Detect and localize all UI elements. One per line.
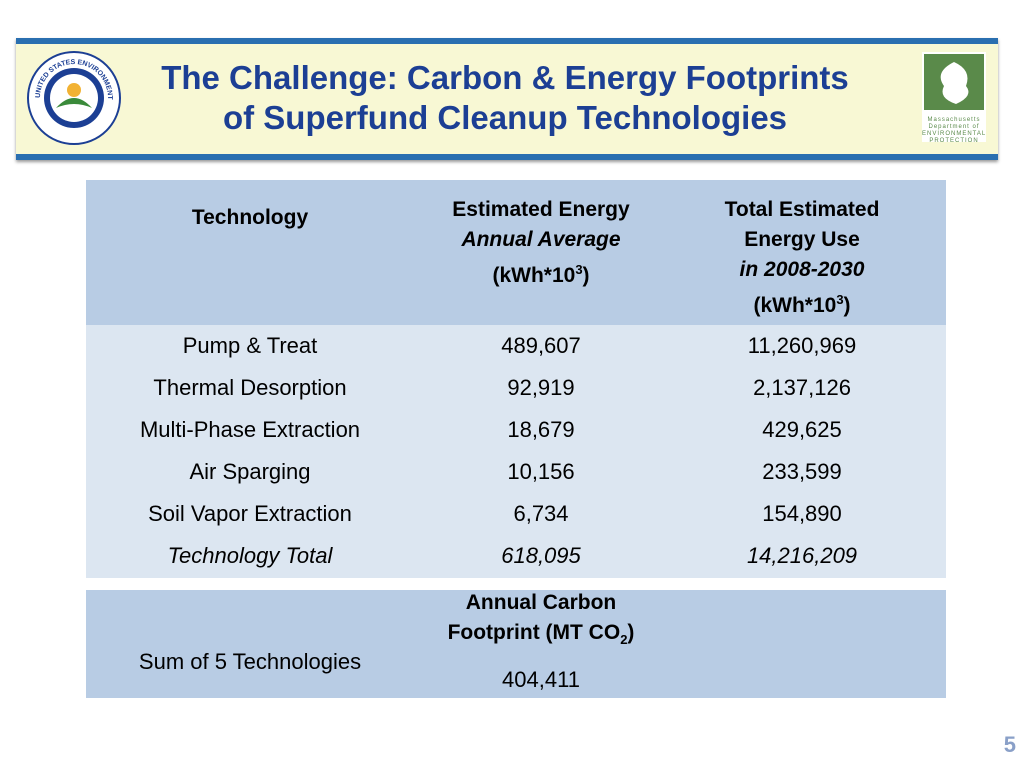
table-cell: 6,734 xyxy=(513,501,569,526)
table-header xyxy=(86,180,946,325)
unit: Footprint (MT CO xyxy=(447,621,621,644)
table-cell: Soil Vapor Extraction xyxy=(148,501,352,526)
logo-text: ENVIRONMENTAL xyxy=(922,131,987,137)
column-header: Estimated Energy Annual Average (kWh*103… xyxy=(414,195,668,291)
carbon-label: Sum of 5 Technologies xyxy=(138,649,362,674)
unit: (kWh*10 xyxy=(753,294,837,317)
massdep-logo: Massachusetts Department of ENVIRONMENTAL P… xyxy=(922,52,987,144)
table-cell: 618,095 xyxy=(501,543,581,568)
table-cell: 10,156 xyxy=(507,459,575,484)
table-cell: Air Sparging xyxy=(189,459,311,484)
table-cell: 11,260,969 xyxy=(747,333,857,358)
header-band xyxy=(16,38,998,160)
title-line: of Superfund Cleanup Technologies xyxy=(222,99,788,136)
logo-text: Massachusetts xyxy=(927,117,981,123)
table-body xyxy=(86,325,946,578)
exponent: 3 xyxy=(575,262,583,277)
header-line: Total Estimated xyxy=(724,198,880,221)
table-cell: Technology Total xyxy=(167,543,333,568)
header-line: Estimated Energy xyxy=(452,198,630,221)
table-cell: 2,137,126 xyxy=(753,375,851,400)
table-cell: Pump & Treat xyxy=(182,333,318,358)
unit: (kWh*10 xyxy=(492,264,576,287)
header-line: Annual Average xyxy=(461,228,621,251)
header-line: (kWh*103) xyxy=(414,255,668,291)
column-header: Technology xyxy=(191,206,309,229)
leaf-icon xyxy=(924,54,984,110)
unit: ) xyxy=(843,294,851,317)
title: The Challenge: Carbon & Energy Footprint… xyxy=(100,58,910,138)
page-number: 5 xyxy=(1003,732,1016,757)
table-cell: 154,890 xyxy=(762,501,842,526)
carbon-table xyxy=(86,590,946,698)
logo-text: PROTECTION xyxy=(929,138,979,144)
header-line: in 2008-2030 xyxy=(739,258,865,281)
title-line: The Challenge: Carbon & Energy Footprint… xyxy=(161,59,849,96)
subscript: 2 xyxy=(620,632,628,648)
logo-text: Department of xyxy=(928,124,980,130)
table-cell: Multi-Phase Extraction xyxy=(139,417,361,442)
epa-logo: UNITED STATES ENVIRONMENTAL PROTECTION A… xyxy=(26,50,121,145)
header-line: Annual Carbon xyxy=(465,591,617,614)
table-cell: 92,919 xyxy=(507,375,575,400)
unit: ) xyxy=(582,264,590,287)
exponent: 3 xyxy=(836,292,844,307)
carbon-heading: Annual Carbon Footprint (MT CO2) xyxy=(414,588,668,655)
carbon-value: 404,411 xyxy=(502,667,580,692)
table-cell: 14,216,209 xyxy=(746,543,858,568)
table-cell: 233,599 xyxy=(762,459,842,484)
table-cell: 18,679 xyxy=(507,417,575,442)
column-header: Total Estimated Energy Use in 2008-2030 … xyxy=(668,195,936,321)
table-cell: 489,607 xyxy=(501,333,581,358)
table-cell: Thermal Desorption xyxy=(153,375,347,400)
header-line: Energy Use xyxy=(744,228,860,251)
unit: ) xyxy=(627,621,635,644)
table-cell: 429,625 xyxy=(762,417,842,442)
header-line: (kWh*103) xyxy=(668,285,936,321)
